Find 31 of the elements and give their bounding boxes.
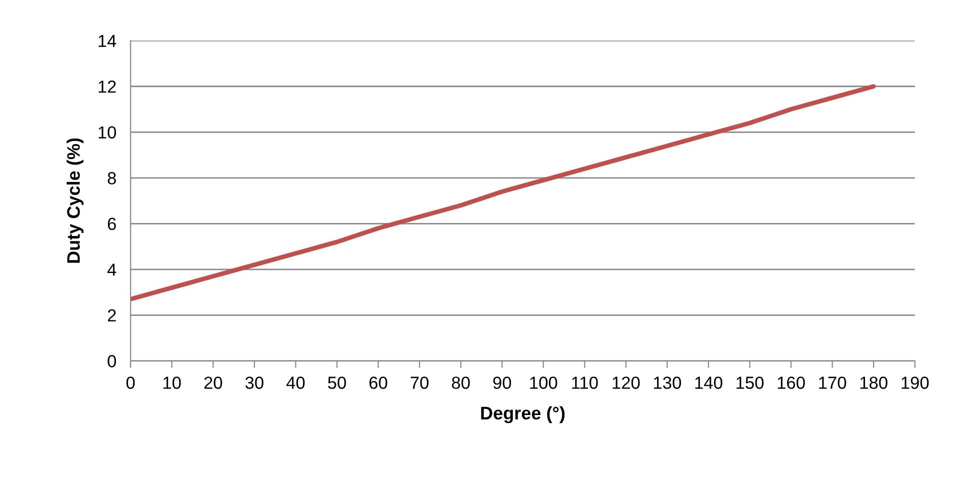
x-tick-label: 130 <box>654 376 682 389</box>
x-tick-label: 100 <box>530 376 558 389</box>
x-tick-label: 30 <box>245 376 264 389</box>
y-tick-label: 14 <box>98 34 116 47</box>
x-tick-label: 120 <box>612 376 640 389</box>
y-tick-label: 0 <box>108 355 116 368</box>
y-tick-label: 4 <box>107 264 116 276</box>
y-tick-label: 12 <box>98 80 116 93</box>
y-tick-label: 6 <box>108 218 116 230</box>
x-tick-label: 160 <box>778 376 805 389</box>
x-tick-label: 40 <box>286 376 305 389</box>
x-tick-label: 80 <box>452 376 470 389</box>
x-tick-label: 60 <box>369 376 388 389</box>
x-tick-label: 140 <box>695 376 722 389</box>
x-tick-label: 0 <box>126 376 135 389</box>
y-tick-label: 2 <box>108 309 116 322</box>
x-tick-label: 180 <box>860 376 888 389</box>
y-axis-title: Duty Cycle (%) <box>66 138 84 263</box>
x-tick-label: 50 <box>328 376 346 389</box>
line-series <box>130 84 876 302</box>
y-tick-label: 10 <box>98 126 116 139</box>
x-tick-label: 110 <box>572 376 598 389</box>
x-axis-title: Degree (°) <box>481 406 565 424</box>
x-tick-label: 70 <box>410 376 428 389</box>
x-tick-label: 170 <box>819 376 846 389</box>
x-tick-label: 190 <box>902 376 929 389</box>
x-tick-label: 20 <box>204 376 222 389</box>
x-tick-label: 90 <box>493 376 512 389</box>
x-tick-label: 10 <box>164 376 181 389</box>
x-tick-label: 150 <box>736 376 764 389</box>
y-tick-label: 8 <box>108 172 116 184</box>
